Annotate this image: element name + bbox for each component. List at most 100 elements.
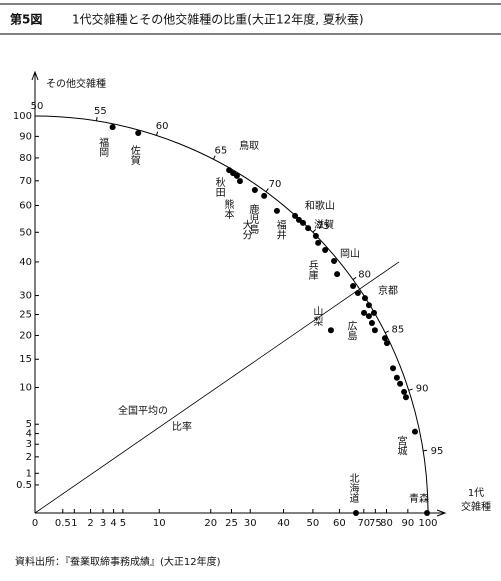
arc-label: 55 (94, 106, 107, 117)
x-tick-label: 100 (418, 518, 437, 529)
arc-tick (95, 116, 98, 121)
point-label: 山梨 (311, 306, 323, 327)
data-point (261, 192, 268, 199)
x-tick-label: 90 (401, 518, 414, 529)
arc-label: 75 (317, 221, 330, 232)
data-point (371, 327, 378, 334)
arc-label: 85 (391, 324, 404, 335)
data-point (412, 428, 419, 435)
x-tick-label: 50 (307, 518, 320, 529)
point-label: 熊本 (222, 198, 234, 220)
point-label: 滋賀 (314, 218, 334, 231)
x-tick-label: 4 (110, 518, 116, 529)
arc-tick (384, 330, 389, 334)
x-tick-label: 10 (153, 518, 166, 529)
average-line-label: 比率 (172, 420, 192, 433)
x-tick-label: 70 (357, 518, 370, 529)
data-point (135, 130, 142, 137)
data-point (315, 239, 322, 246)
y-tick-label: 2 (26, 452, 32, 463)
x-tick-label: 1 (71, 518, 77, 529)
x-axis-label: 1代 (468, 487, 484, 499)
arc-label: 50 (31, 101, 44, 112)
data-point (236, 178, 243, 185)
y-tick-label: 4 (26, 429, 32, 440)
point-label: 宮城 (395, 434, 407, 456)
point-label: 鹿児島 (247, 203, 259, 235)
arc-tick (212, 155, 216, 160)
data-point (383, 340, 390, 347)
arc-label: 95 (431, 446, 444, 457)
arc-label: 65 (214, 146, 227, 157)
point-label: 秋田 (213, 176, 225, 197)
data-point (233, 172, 240, 179)
arc-label: 90 (416, 384, 429, 395)
x-tick-label: 40 (277, 518, 290, 529)
arc-tick (265, 188, 269, 193)
arc-tick (155, 131, 159, 136)
y-tick-label: 40 (19, 257, 32, 268)
y-tick-label: 15 (19, 354, 32, 365)
data-point (368, 320, 375, 327)
x-tick-label: 25 (225, 518, 238, 529)
x-axis-arrow (436, 509, 447, 517)
data-point (352, 510, 359, 516)
x-tick-label: 0.5 (55, 518, 71, 529)
y-tick-label: 30 (19, 291, 32, 302)
y-tick-label: 50 (19, 227, 32, 238)
chart-title: 1代交雑種とその他交雑種の比重(大正12年度, 夏秋蚕) (72, 12, 364, 27)
y-axis-label: その他交雑種 (46, 77, 106, 90)
arc-label: 60 (156, 121, 169, 132)
data-point (361, 309, 368, 316)
point-label: 大分 (240, 219, 252, 241)
x-tick-label: 3 (100, 518, 106, 529)
data-point (370, 309, 377, 316)
data-point (312, 232, 319, 239)
x-tick-label: 60 (333, 518, 346, 529)
point-label: 福井 (274, 219, 286, 241)
point-label: 青森 (409, 492, 429, 505)
arc-tick (408, 388, 413, 391)
y-tick-label: 20 (19, 330, 32, 341)
arc-label: 80 (358, 270, 371, 281)
source-note: 資料出所：『蚕業取締事務成績』(大正12年度) (15, 555, 221, 568)
figure-label: 第5図 (10, 12, 42, 27)
data-point (402, 394, 409, 401)
data-point (109, 124, 116, 131)
y-tick-label: 0.5 (16, 480, 32, 491)
x-tick-label: 20 (204, 518, 217, 529)
data-point (251, 186, 258, 193)
data-point (350, 282, 357, 289)
arc-label: 70 (269, 179, 282, 190)
data-point (390, 365, 397, 372)
x-tick-label: 0 (32, 518, 38, 529)
data-point (365, 302, 372, 309)
data-point (424, 510, 431, 516)
data-point (327, 327, 334, 334)
x-tick-label: 75 (369, 518, 382, 529)
x-tick-label: 80 (380, 518, 393, 529)
data-point (365, 313, 372, 320)
point-label: 岡山 (340, 248, 360, 260)
data-point (305, 225, 312, 232)
arc-tick (312, 229, 317, 233)
data-point (334, 271, 341, 278)
y-tick-label: 60 (19, 200, 32, 211)
point-label: 佐賀 (128, 145, 140, 166)
x-axis-label: 交雑種 (461, 500, 491, 513)
point-label: 福岡 (97, 136, 109, 158)
average-line-label: 全国平均の (118, 404, 168, 417)
y-tick-label: 25 (19, 310, 32, 321)
point-label: 広島 (345, 320, 357, 342)
data-point (273, 207, 280, 214)
y-tick-label: 70 (19, 176, 32, 187)
data-point (393, 374, 400, 381)
point-label: 兵庫 (306, 259, 318, 281)
y-tick-label: 10 (19, 382, 32, 393)
data-point (401, 388, 408, 395)
x-tick-label: 5 (120, 518, 126, 529)
y-tick-label: 90 (19, 131, 32, 142)
data-point (331, 257, 338, 264)
data-point (299, 219, 306, 226)
